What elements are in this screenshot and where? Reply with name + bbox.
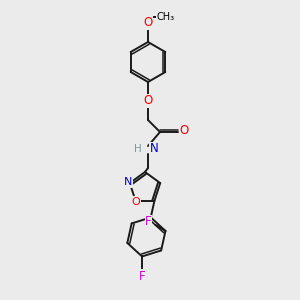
Text: O: O bbox=[179, 124, 189, 137]
Text: H: H bbox=[134, 144, 142, 154]
Text: N: N bbox=[150, 142, 159, 155]
Text: CH₃: CH₃ bbox=[157, 12, 175, 22]
Text: O: O bbox=[143, 16, 153, 29]
Text: F: F bbox=[145, 215, 152, 228]
Text: O: O bbox=[131, 197, 140, 207]
Text: F: F bbox=[139, 270, 146, 283]
Text: N: N bbox=[124, 177, 132, 187]
Text: O: O bbox=[143, 94, 153, 107]
